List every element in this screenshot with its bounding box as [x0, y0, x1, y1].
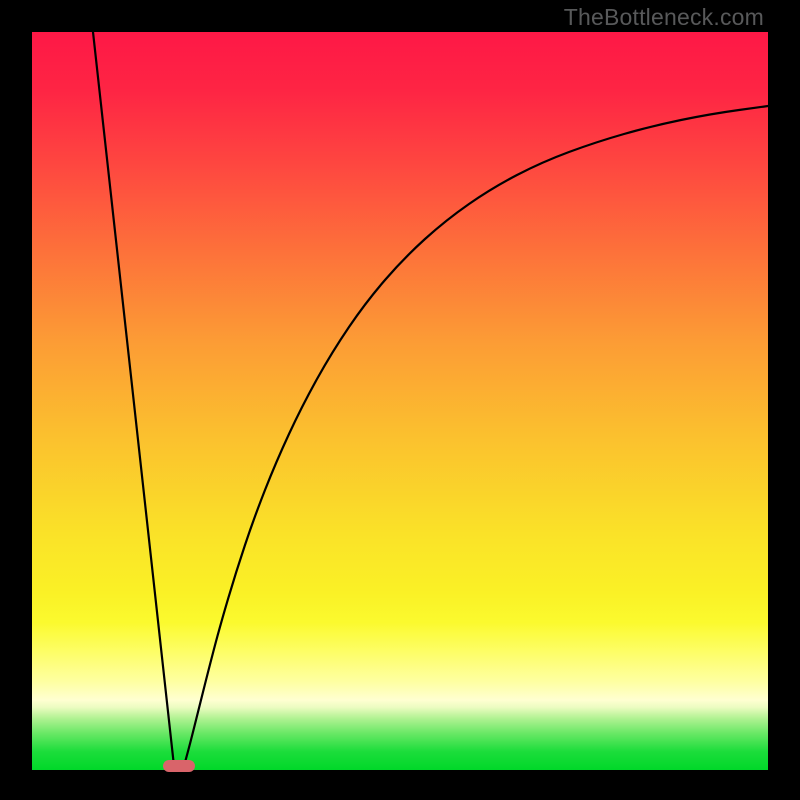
curve-layer: [32, 32, 768, 770]
bottleneck-curve: [93, 32, 768, 766]
chart-frame: TheBottleneck.com: [0, 0, 800, 800]
minimum-marker: [163, 760, 195, 772]
watermark-text: TheBottleneck.com: [564, 4, 764, 31]
plot-area: [32, 32, 768, 770]
